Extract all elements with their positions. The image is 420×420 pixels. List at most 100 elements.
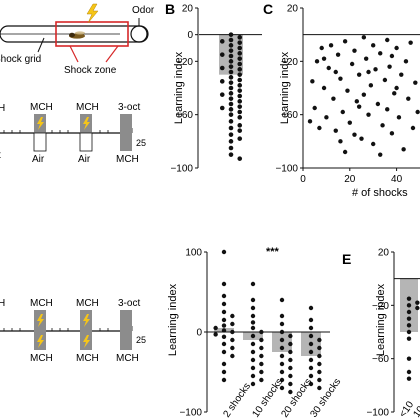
chart-b-top-point: [228, 145, 234, 151]
chart-e-ylabel: Learning index: [375, 283, 387, 356]
chart-b-top-yticks: 20 0 −20 −60 −100: [170, 4, 198, 175]
chart-b-top-point: [228, 80, 234, 85]
chart-d-point: [259, 361, 264, 367]
shock-zone-pointer-right: [105, 45, 119, 63]
chart-c-x-tick-label: 20: [344, 174, 356, 185]
chart-c-y-tick-label: −100: [275, 164, 298, 175]
timeline-bottom-block2-top: MCH: [76, 298, 99, 309]
chart-d-point: [317, 377, 322, 383]
timeline-bottom-block1-bottom: MCH: [30, 353, 53, 364]
timeline-bottom-left-label: H: [0, 298, 5, 309]
chart-b-top-points: [219, 32, 243, 161]
chart-e-point: [406, 316, 412, 321]
chart-d-point: [308, 341, 314, 347]
chart-c-xlabel: # of shocks: [352, 187, 408, 199]
chart-b-top-point: [237, 136, 243, 141]
chart-c-point: [312, 105, 317, 111]
chart-c-point: [349, 61, 355, 67]
chart-c-point: [385, 107, 390, 112]
chart-b-top-point: [228, 53, 234, 59]
chart-d-point: [308, 365, 314, 371]
timeline-top-block1-lightning-icon: [37, 117, 44, 130]
chart-c-points: [307, 35, 420, 157]
timeline-top-block1-bottom: Air: [32, 154, 45, 165]
chart-d-point: [288, 341, 293, 347]
chart-e-point: [406, 336, 412, 341]
chart-b-top-point: [237, 61, 243, 67]
timeline-bottom-block1-lightning-top-icon: [37, 314, 44, 327]
chart-c-y-tick-label: 20: [287, 4, 299, 15]
chart-d-point: [288, 373, 293, 379]
chart-c-point: [345, 88, 350, 93]
chart-c-x-tick-label: 0: [300, 174, 306, 185]
chart-d-point: [317, 385, 322, 391]
chart-b-top-ylabel: Learning index: [173, 51, 185, 124]
chart-c-point: [321, 56, 327, 61]
chart-d-point: [250, 341, 256, 347]
chart-c-point: [342, 39, 348, 44]
chart-b-top-point: [219, 65, 225, 71]
chart-d-point: [259, 345, 264, 351]
chart-c-point: [356, 72, 362, 77]
chart-c-point: [307, 119, 313, 124]
significance-marker: ***: [266, 246, 280, 258]
chart-e-point: [406, 323, 412, 328]
chart-d-point: [279, 297, 285, 303]
chart-d-category-label: 2 shocks: [221, 381, 253, 420]
chart-c-point: [387, 64, 392, 69]
panel-label-b: B: [165, 1, 175, 17]
chart-c-point: [361, 92, 367, 97]
chart-d-point: [279, 313, 285, 319]
chart-d-point: [259, 337, 264, 343]
chart-d-y-tick-label: −100: [179, 408, 202, 419]
timeline-top-block1-top: MCH: [30, 102, 53, 113]
chart-b-top-point: [237, 67, 243, 72]
chart-b-top-point: [228, 125, 234, 131]
chart-d-point: [317, 337, 322, 343]
chart-c-point: [378, 152, 383, 157]
chart-c-point: [410, 125, 416, 131]
chart-c-y-tick-label: −60: [281, 110, 298, 121]
timeline-bottom-block2-lightning-top-icon: [83, 314, 90, 327]
chart-b-top-point: [237, 77, 243, 83]
chart-d-point: [288, 381, 293, 387]
chart-b-top-point: [237, 128, 243, 133]
chart-d-point: [221, 317, 227, 323]
chart-b-top-point: [237, 40, 243, 45]
chart-d-point: [288, 333, 293, 339]
chart-b-top-point: [228, 152, 234, 157]
chart-d-point: [317, 345, 322, 351]
timeline-top: H t MCH Air MCH Air 3-oct MCH 25: [0, 102, 146, 165]
chart-c-point: [371, 141, 376, 147]
chart-c-point: [413, 80, 418, 85]
chart-e-point: [406, 303, 412, 308]
chart-c-point: [340, 109, 345, 115]
chart-d-point: [230, 337, 235, 343]
chart-b-top-point: [237, 56, 243, 61]
chart-b-top-point: [237, 123, 243, 128]
chart-b-top-point: [219, 105, 225, 111]
timeline-top-block1-air-box: [33, 132, 47, 152]
chart-c-point: [366, 112, 371, 117]
chart-c-point: [378, 51, 383, 56]
chart-d-point: [288, 365, 293, 371]
chart-c-point: [366, 69, 371, 75]
timeline-bottom-block1-lightning-bottom-icon: [37, 335, 44, 348]
chart-e-point: [406, 329, 412, 335]
chart-b-top-point: [228, 101, 234, 107]
chart-d-point: [279, 361, 285, 367]
panel-label-e: E: [342, 251, 351, 267]
shock-grid-label: Shock grid: [0, 54, 41, 65]
chart-d-point: [250, 320, 256, 325]
chart-d-point: [279, 321, 285, 327]
chart-d-y-tick-label: 100: [185, 248, 202, 259]
chart-c-point: [324, 115, 329, 120]
chart-d-point: [250, 313, 256, 319]
chart-c-point: [375, 101, 381, 107]
chart-b-top: Learning index 20 0 −20 −60 −100: [170, 4, 262, 175]
chart-d-point: [221, 309, 227, 315]
chart-d-point: [279, 353, 285, 359]
chart-b-top-point: [228, 75, 234, 80]
chart-d-point: [221, 328, 227, 333]
